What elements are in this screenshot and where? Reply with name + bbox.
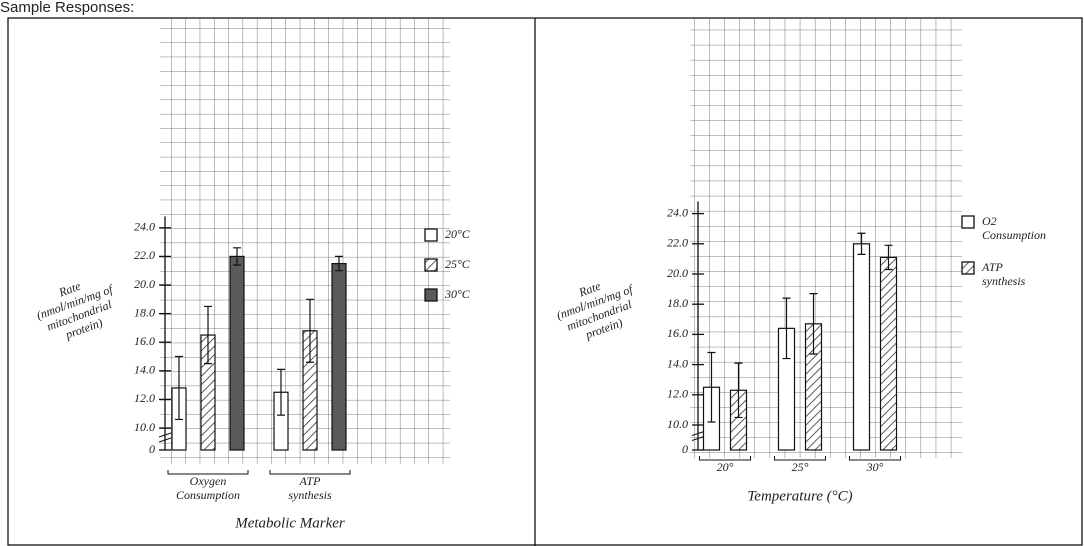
y-tick-label: 22.0 (134, 248, 155, 262)
bar (230, 256, 244, 450)
y-axis-label: Rate(nmol/min/mg ofmitochondrialprotein) (550, 268, 646, 348)
y-tick-label: 0 (149, 442, 155, 456)
page-title: Sample Responses: (0, 0, 134, 16)
x-tick-label: 30° (866, 460, 884, 474)
legend-swatch (962, 216, 974, 228)
y-tick-label: 12.0 (134, 391, 155, 405)
legend-swatch (425, 259, 437, 271)
y-tick-label: 10.0 (134, 420, 155, 434)
legend-label: 25°C (445, 257, 471, 271)
legend-swatch (962, 262, 974, 274)
y-tick-label: 24.0 (667, 205, 688, 219)
y-tick-label: 18.0 (667, 296, 688, 310)
y-tick-label: 0 (682, 442, 688, 456)
legend-swatch (425, 229, 437, 241)
y-tick-label: 20.0 (667, 266, 688, 280)
y-tick-label: 16.0 (667, 326, 688, 340)
x-axis-label: Metabolic Marker (234, 515, 345, 531)
y-tick-label: 16.0 (134, 334, 155, 348)
y-tick-label: 22.0 (667, 236, 688, 250)
y-axis-label: Rate(nmol/min/mg ofmitochondrialprotein) (30, 268, 126, 348)
x-axis-label: Temperature (°C) (747, 488, 852, 504)
legend-label: 20°C (445, 227, 471, 241)
y-tick-label: 14.0 (134, 363, 155, 377)
y-tick-label: 20.0 (134, 277, 155, 291)
x-tick-label: 25° (792, 460, 809, 474)
y-tick-label: 24.0 (134, 220, 155, 234)
y-tick-label: 10.0 (667, 417, 688, 431)
bar (332, 264, 346, 450)
y-tick-label: 12.0 (667, 387, 688, 401)
y-tick-label: 14.0 (667, 356, 688, 370)
legend-label: 30°C (444, 287, 471, 301)
legend-swatch (425, 289, 437, 301)
bar (881, 257, 897, 450)
bar (854, 244, 870, 450)
x-tick-label: 20° (717, 460, 734, 474)
page: Sample Responses: 0 10.0 12.0 14.0 16.0 18.0 2… (0, 0, 1084, 546)
y-tick-label: 18.0 (134, 305, 155, 319)
